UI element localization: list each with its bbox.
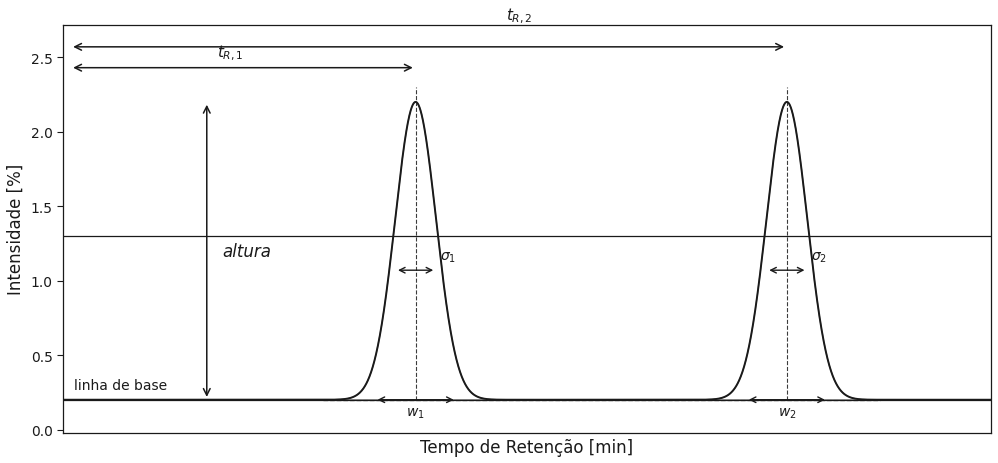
Text: $\sigma_1$: $\sigma_1$: [440, 250, 456, 265]
Text: $\sigma_2$: $\sigma_2$: [811, 250, 827, 265]
Text: $t_{R,1}$: $t_{R,1}$: [217, 44, 244, 63]
X-axis label: Tempo de Retenção [min]: Tempo de Retenção [min]: [420, 438, 634, 456]
Text: $t_{R,2}$: $t_{R,2}$: [506, 7, 532, 26]
Text: linha de base: linha de base: [74, 378, 168, 393]
Y-axis label: Intensidade [%]: Intensidade [%]: [7, 163, 25, 294]
Text: $w_1$: $w_1$: [406, 406, 425, 420]
Text: altura: altura: [223, 242, 271, 260]
Text: $w_2$: $w_2$: [777, 406, 796, 420]
